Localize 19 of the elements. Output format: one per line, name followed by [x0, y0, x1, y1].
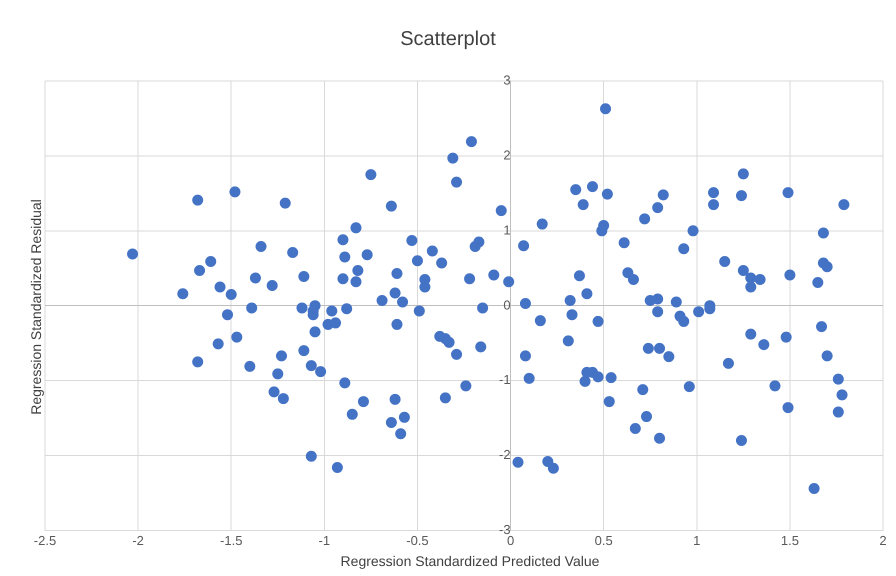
x-tick-label: -0.5 — [406, 532, 429, 548]
y-tick-label: 0 — [503, 297, 511, 312]
y-tick-label: 2 — [503, 147, 511, 162]
x-tick-label: -2.5 — [34, 532, 56, 548]
y-tick-label: -2 — [498, 447, 511, 462]
y-tick-label: -1 — [498, 372, 511, 388]
x-tick-label: -2 — [132, 532, 144, 548]
x-tick-label: 1.5 — [780, 532, 799, 548]
x-tick-label: 2 — [879, 532, 887, 548]
y-tick-label: 3 — [503, 72, 511, 88]
x-tick-label: -1.5 — [220, 532, 242, 548]
x-tick-label: -1 — [318, 532, 330, 548]
x-tick-label: 1 — [693, 532, 700, 548]
x-tick-label: 0.5 — [594, 532, 613, 548]
x-axis-title: Regression Standardized Predicted Value — [340, 553, 600, 569]
y-tick-label: -3 — [498, 522, 511, 537]
chart-title: Scatterplot — [399, 28, 497, 51]
y-axis-title: Regression Standardized Residual — [28, 199, 44, 415]
y-tick-label: 1 — [503, 222, 511, 238]
